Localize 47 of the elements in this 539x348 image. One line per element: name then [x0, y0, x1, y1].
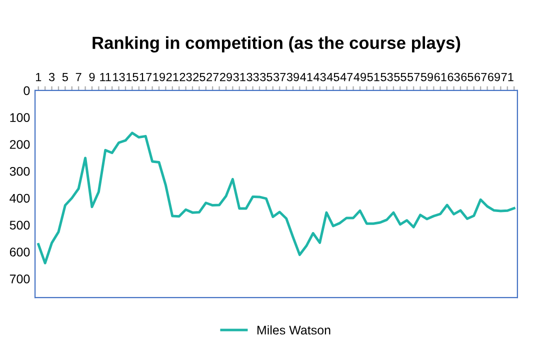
x-tick-label: 37: [273, 72, 286, 82]
x-tick-label: 19: [153, 72, 165, 82]
x-tick-label: 35: [260, 72, 272, 82]
x-tick-label: 29: [220, 72, 232, 82]
x-tick-label: 1: [36, 72, 42, 82]
x-tick-label: 45: [326, 72, 340, 82]
y-tick-label: 700: [10, 274, 30, 284]
x-tick-label: 15: [126, 72, 138, 82]
x-tick-label: 61: [434, 72, 446, 82]
x-tick-label: 43: [313, 72, 326, 82]
y-tick-label: 500: [10, 220, 30, 230]
y-tick-label: 600: [10, 248, 30, 256]
line-series: [37, 132, 516, 264]
y-tick-label: 200: [10, 140, 30, 149]
x-tick-label: 33: [246, 72, 259, 82]
x-tick-label: 67: [474, 72, 487, 82]
x-tick-label: 13: [113, 72, 125, 82]
x-tick-label: 21: [166, 72, 178, 82]
x-tick-label: 57: [407, 72, 420, 82]
y-tick-label: 300: [10, 166, 30, 176]
x-tick-label: 69: [488, 72, 500, 82]
x-tick-label: 49: [354, 72, 366, 82]
x-tick-label: 3: [48, 72, 55, 82]
chart-title: Ranking in competition (as the course plays): [92, 36, 460, 52]
x-tick-label: 59: [420, 72, 433, 82]
x-tick-label: 31: [233, 72, 246, 82]
x-tick-label: 65: [461, 72, 474, 82]
y-tick-label: 400: [10, 194, 30, 203]
y-tick-label: 100: [10, 113, 30, 122]
x-tick-label: 11: [100, 72, 111, 82]
legend-label: Miles Watson: [257, 325, 330, 335]
x-tick-label: 23: [180, 72, 192, 82]
x-tick-label: 17: [140, 72, 152, 82]
x-tick-label: 5: [62, 72, 68, 82]
x-tick-label: 71: [501, 72, 514, 82]
x-tick-label: 7: [76, 72, 82, 82]
x-tick-label: 55: [394, 72, 406, 82]
x-tick-label: 53: [380, 72, 393, 82]
x-tick-label: 25: [193, 72, 206, 82]
x-tick-label: 41: [300, 72, 312, 82]
y-tick-label: 0: [24, 86, 30, 96]
x-tick-label: 51: [367, 72, 380, 82]
x-tick-label: 47: [340, 72, 353, 82]
x-tick-label: 63: [448, 72, 460, 82]
x-tick-label: 27: [206, 72, 219, 82]
x-tick-label: 9: [89, 72, 95, 82]
x-tick-label: 39: [286, 72, 299, 82]
